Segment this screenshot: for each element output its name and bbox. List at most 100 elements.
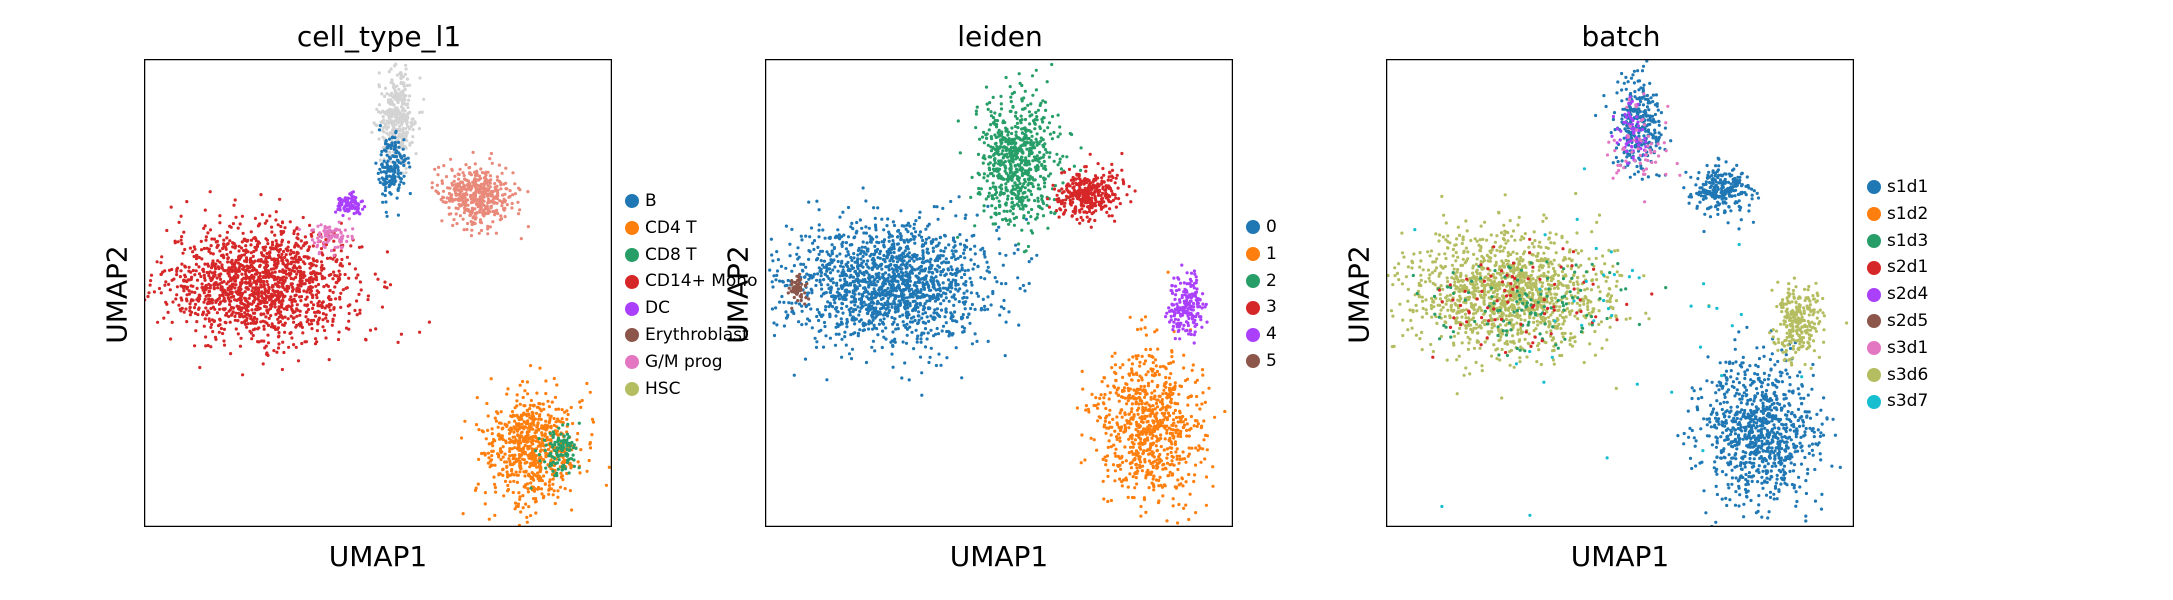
data-point	[960, 275, 964, 280]
data-point	[274, 239, 278, 243]
data-point	[941, 206, 945, 210]
data-point	[208, 270, 212, 274]
data-point	[234, 327, 238, 331]
data-point	[503, 452, 507, 456]
data-point	[253, 327, 257, 331]
data-point	[315, 289, 319, 293]
data-point	[827, 267, 832, 271]
data-point	[211, 259, 215, 263]
data-point	[294, 275, 298, 279]
data-point	[299, 272, 303, 277]
data-point	[1001, 263, 1005, 267]
data-point	[517, 422, 521, 426]
data-point	[525, 520, 529, 524]
data-point	[565, 417, 569, 421]
data-point	[496, 211, 500, 216]
data-point	[234, 311, 238, 315]
data-point	[399, 77, 403, 81]
data-point	[399, 155, 403, 159]
data-point	[527, 412, 531, 416]
data-point	[460, 186, 464, 190]
data-point	[267, 298, 272, 302]
data-point	[233, 318, 237, 322]
data-point	[203, 276, 207, 280]
data-point	[273, 302, 277, 306]
data-point	[182, 230, 186, 234]
data-point	[182, 310, 186, 314]
data-point	[493, 213, 497, 217]
data-point	[607, 465, 611, 469]
data-point	[865, 280, 869, 284]
data-point	[340, 264, 344, 268]
data-point	[476, 482, 480, 486]
data-point	[271, 267, 275, 271]
data-point	[924, 237, 928, 241]
data-point	[300, 341, 304, 346]
data-point	[979, 248, 983, 252]
data-point	[309, 271, 313, 275]
data-point	[211, 274, 216, 278]
data-point	[370, 130, 374, 134]
data-point	[282, 323, 286, 327]
data-point	[862, 231, 866, 235]
data-point	[218, 260, 222, 264]
data-point	[265, 308, 269, 313]
data-point	[303, 241, 307, 245]
data-point	[279, 313, 283, 317]
data-point	[234, 215, 238, 219]
data-point	[350, 237, 354, 241]
data-point	[477, 428, 481, 432]
data-point	[326, 231, 330, 235]
data-point	[280, 220, 285, 224]
data-point	[397, 145, 401, 149]
data-point	[856, 305, 860, 309]
data-point	[297, 257, 301, 262]
data-point	[906, 313, 910, 317]
data-point	[919, 288, 923, 292]
data-point	[886, 296, 890, 300]
data-point	[845, 274, 849, 278]
data-point	[927, 236, 931, 240]
data-point	[912, 259, 916, 263]
data-point	[893, 317, 897, 321]
data-point	[255, 308, 259, 312]
data-point	[216, 286, 220, 290]
data-point	[225, 292, 229, 296]
data-point	[288, 298, 292, 302]
data-point	[276, 308, 280, 312]
data-point	[963, 216, 967, 220]
data-point	[843, 297, 847, 302]
data-point	[207, 297, 211, 301]
data-point	[824, 334, 828, 338]
data-point	[386, 100, 391, 104]
data-point	[950, 295, 954, 299]
data-point	[179, 284, 183, 288]
data-point	[399, 71, 403, 75]
data-point	[346, 234, 350, 238]
data-point	[259, 285, 263, 289]
data-point	[480, 451, 484, 456]
data-point	[171, 300, 175, 304]
data-point	[897, 283, 901, 287]
data-point	[932, 334, 936, 338]
data-point	[885, 250, 889, 254]
data-point	[391, 102, 395, 106]
data-point	[206, 293, 210, 297]
data-point	[962, 248, 966, 252]
data-point	[568, 489, 572, 493]
data-point	[942, 249, 946, 253]
data-point	[281, 285, 285, 289]
data-point	[323, 225, 327, 229]
data-point	[948, 290, 952, 294]
data-point	[450, 167, 454, 171]
data-point	[907, 259, 912, 263]
data-point	[433, 167, 437, 171]
data-point	[291, 316, 295, 320]
data-point	[559, 475, 563, 479]
data-point	[544, 379, 548, 383]
data-point	[239, 246, 244, 250]
data-point	[252, 300, 256, 304]
data-point	[534, 511, 538, 515]
data-point	[457, 177, 461, 181]
data-point	[333, 246, 337, 250]
